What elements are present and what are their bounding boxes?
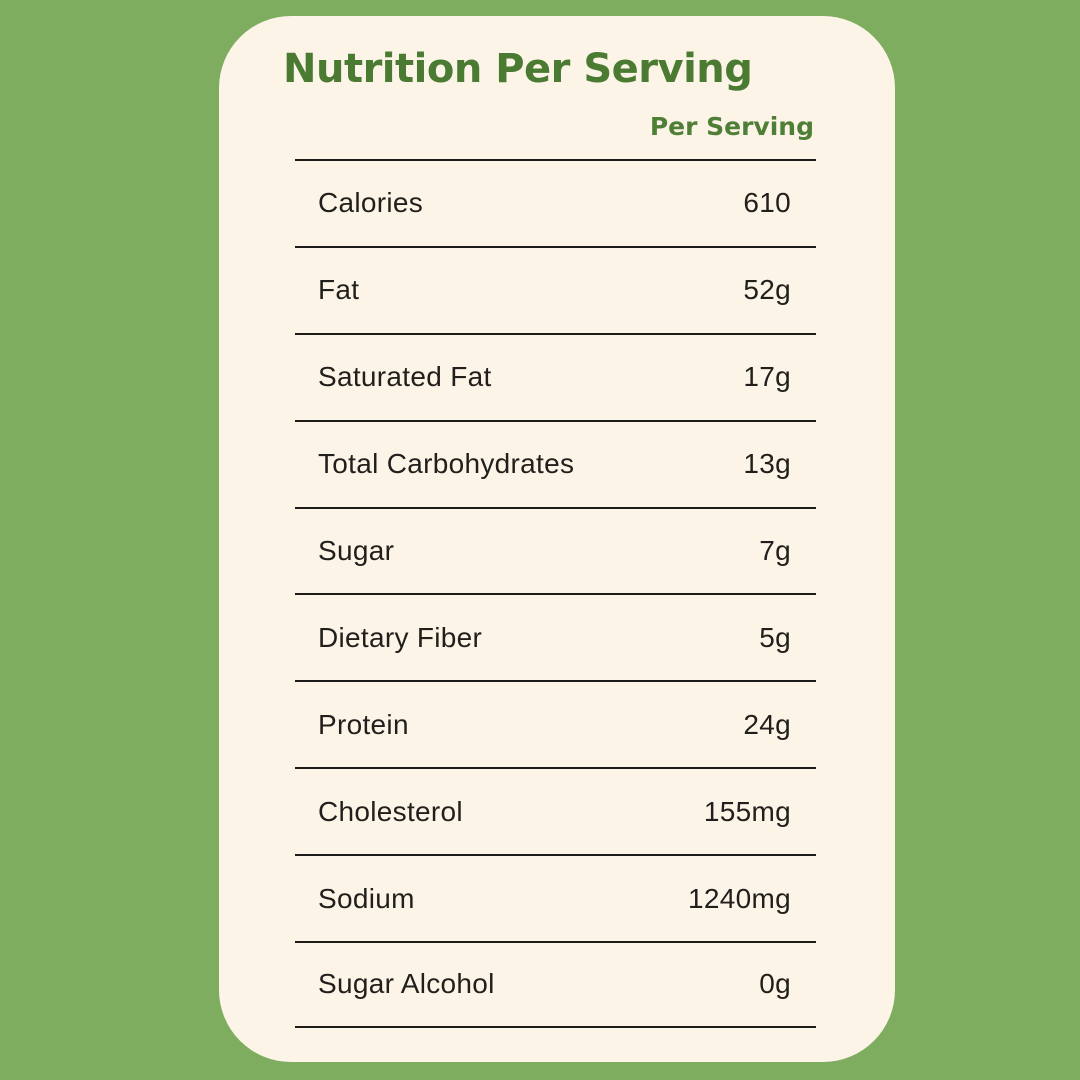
table-rows: Calories 610 Fat 52g Saturated Fat 17g T… [295,159,816,1028]
nutrition-card: Nutrition Per Serving Per Serving Calori… [219,16,895,1062]
nutrient-value: 610 [743,187,791,219]
nutrient-value: 155mg [703,795,791,827]
page-title: Nutrition Per Serving [283,46,753,92]
table-row: Total Carbohydrates 13g [295,419,816,507]
nutrient-label: Fat [318,274,360,306]
nutrient-value: 52g [743,274,791,306]
nutrient-value: 24g [743,708,791,740]
nutrition-table: Per Serving Calories 610 Fat 52g Saturat… [295,114,816,1028]
table-row: Saturated Fat 17g [295,332,816,420]
table-row: Sodium 1240mg [295,854,816,941]
table-row: Calories 610 [295,159,816,246]
nutrient-value: 13g [743,448,791,480]
nutrient-label: Dietary Fiber [318,621,483,653]
nutrient-label: Saturated Fat [318,361,492,393]
table-row: Sugar Alcohol 0g [295,941,816,1028]
nutrient-value: 5g [759,621,791,653]
nutrient-label: Sodium [318,882,415,914]
nutrient-label: Total Carbohydrates [318,448,575,480]
nutrient-label: Calories [318,187,424,219]
per-serving-column-header: Per Serving [649,112,814,141]
nutrient-label: Protein [318,708,409,740]
nutrient-value: 0g [759,968,791,1000]
table-row: Cholesterol 155mg [295,767,816,854]
nutrient-label: Sugar [318,535,395,566]
nutrient-value: 1240mg [688,882,791,914]
nutrient-value: 7g [759,535,791,566]
table-row: Fat 52g [295,245,816,333]
nutrient-label: Sugar Alcohol [318,968,495,1000]
nutrient-value: 17g [743,361,791,393]
table-row: Dietary Fiber 5g [295,593,816,680]
nutrient-label: Cholesterol [318,795,463,827]
table-row: Protein 24g [295,680,816,767]
table-row: Sugar 7g [295,506,816,594]
